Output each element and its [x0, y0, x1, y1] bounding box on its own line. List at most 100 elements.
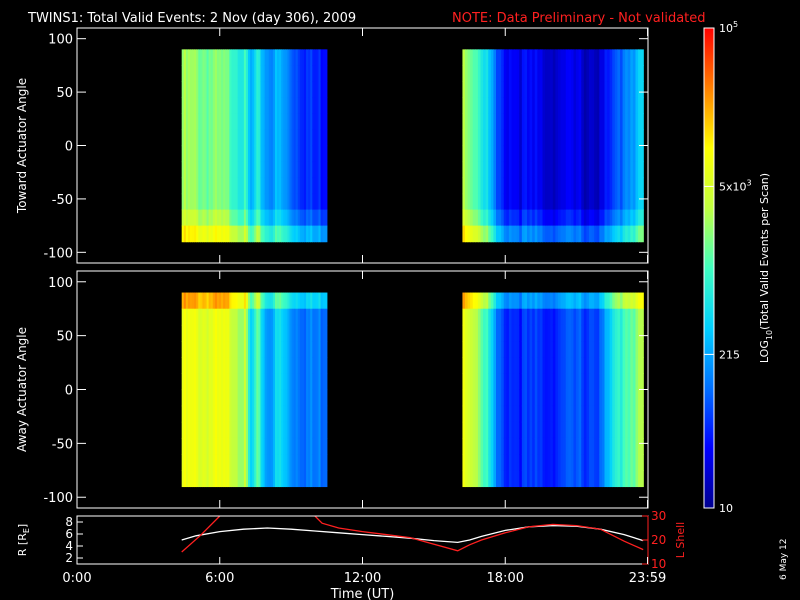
heatmap-cell — [557, 437, 562, 455]
heatmap-cell — [601, 65, 606, 83]
heatmap-cell — [306, 454, 309, 471]
heatmap-cell — [524, 177, 528, 195]
heatmap-cell — [214, 209, 218, 227]
heatmap-cell — [503, 129, 507, 147]
heatmap-cell — [529, 49, 533, 66]
heatmap-cell — [216, 324, 220, 342]
heatmap-cell — [223, 405, 226, 423]
heatmap-cell — [233, 357, 237, 374]
heatmap-cell — [304, 324, 307, 342]
heatmap-cell — [287, 97, 291, 115]
heatmap-cell — [310, 177, 313, 195]
heatmap-cell — [239, 308, 243, 326]
heatmap-cell — [537, 308, 541, 326]
heatmap-cell — [268, 373, 272, 391]
heatmap-cell — [573, 97, 577, 115]
heatmap-cell — [297, 389, 301, 407]
heatmap-cell — [223, 292, 226, 310]
heatmap-cell — [485, 357, 489, 374]
heatmap-cell — [324, 357, 328, 374]
heatmap-cell — [601, 177, 606, 195]
heatmap-cell — [462, 97, 466, 115]
heatmap-cell — [565, 49, 569, 66]
heatmap-cell — [194, 97, 197, 115]
heatmap-cell — [297, 421, 301, 439]
heatmap-cell — [285, 145, 289, 163]
heatmap-cell — [516, 437, 520, 455]
heatmap-cell — [638, 129, 642, 147]
heatmap-cell — [279, 421, 282, 439]
heatmap-cell — [573, 193, 577, 211]
heatmap-cell — [270, 161, 274, 179]
heatmap-cell — [485, 421, 489, 439]
heatmap-cell — [483, 49, 487, 66]
heatmap-cell — [539, 97, 544, 115]
heatmap-cell — [638, 81, 642, 99]
heatmap-cell — [229, 49, 233, 66]
heatmap-cell — [289, 292, 293, 310]
heatmap-cell — [289, 341, 293, 358]
heatmap-cell — [250, 129, 253, 147]
heatmap-cell — [214, 308, 218, 326]
heatmap-cell — [274, 209, 278, 227]
heatmap-cell — [609, 209, 613, 227]
heatmap-cell — [472, 161, 476, 179]
heatmap-cell — [206, 113, 210, 131]
heatmap-cell — [256, 209, 259, 227]
heatmap-cell — [185, 405, 189, 423]
heatmap-cell — [293, 113, 297, 131]
heatmap-cell — [229, 209, 233, 227]
heatmap-cell — [524, 161, 528, 179]
heatmap-cell — [508, 308, 513, 326]
heatmap-cell — [254, 193, 257, 211]
heatmap-cell — [214, 113, 218, 131]
heatmap-cell — [627, 454, 631, 471]
heatmap-cell — [601, 308, 606, 326]
heatmap-cell — [511, 341, 515, 358]
heatmap-cell — [289, 97, 293, 115]
heatmap-cell — [270, 225, 274, 243]
heatmap-cell — [614, 324, 619, 342]
heatmap-cell — [462, 389, 466, 407]
heatmap-cell — [287, 470, 291, 488]
heatmap-cell — [225, 81, 228, 99]
heatmap-cell — [619, 97, 624, 115]
heatmap-cell — [229, 405, 233, 423]
heatmap-cell — [258, 421, 262, 439]
heatmap-cell — [260, 177, 264, 195]
heatmap-cell — [252, 405, 255, 423]
heatmap-cell — [320, 193, 324, 211]
heatmap-cell — [183, 454, 187, 471]
heatmap-cell — [576, 129, 580, 147]
heatmap-cell — [314, 193, 318, 211]
heatmap-cell — [503, 113, 507, 131]
heatmap-cell — [310, 421, 313, 439]
heatmap-cell — [588, 81, 593, 99]
heatmap-cell — [281, 405, 284, 423]
heatmap-cell — [233, 437, 237, 455]
heatmap-cell — [183, 389, 187, 407]
heatmap-cell — [204, 341, 208, 358]
heatmap-cell — [480, 145, 484, 163]
heatmap-cell — [318, 49, 322, 66]
heatmap-cell — [231, 161, 235, 179]
heatmap-cell — [560, 341, 564, 358]
y-tick-label: 50 — [56, 86, 73, 101]
heatmap-cell — [181, 341, 185, 358]
heatmap-cell — [301, 454, 305, 471]
heatmap-cell — [591, 81, 595, 99]
heatmap-cell — [260, 161, 264, 179]
heatmap-cell — [264, 193, 268, 211]
heatmap-cell — [514, 405, 518, 423]
heatmap-cell — [254, 470, 257, 488]
heatmap-cell — [462, 308, 466, 326]
heatmap-cell — [291, 161, 295, 179]
heatmap-cell — [202, 389, 206, 407]
heatmap-cell — [625, 49, 629, 66]
heatmap-cell — [493, 113, 497, 131]
heatmap-cell — [274, 65, 278, 83]
heatmap-cell — [630, 405, 634, 423]
heatmap-cell — [316, 145, 320, 163]
heatmap-cell — [627, 177, 631, 195]
heatmap-cell — [306, 225, 309, 243]
